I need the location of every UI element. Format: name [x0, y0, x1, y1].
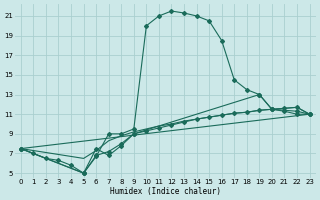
X-axis label: Humidex (Indice chaleur): Humidex (Indice chaleur): [110, 187, 221, 196]
